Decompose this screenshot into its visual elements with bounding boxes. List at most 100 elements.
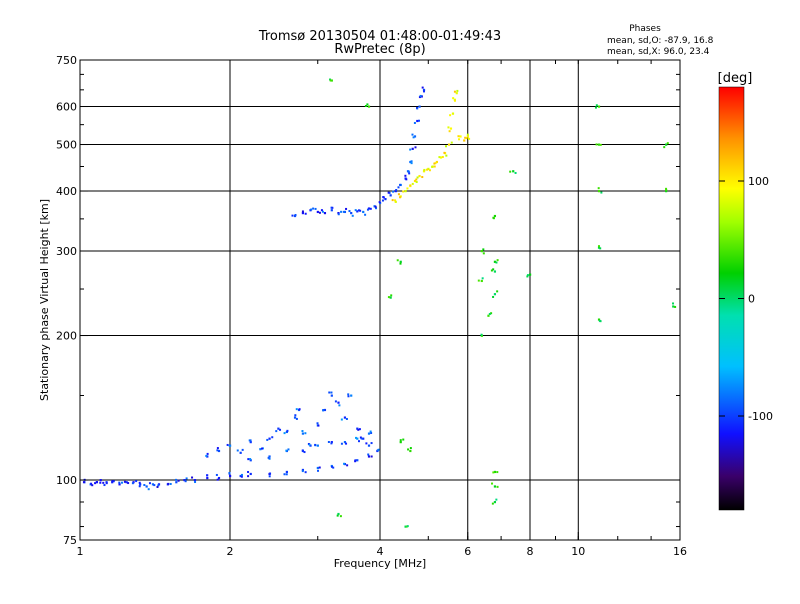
data-point (337, 512, 340, 516)
data-point (595, 143, 598, 146)
data-point (268, 455, 271, 458)
data-point (294, 414, 297, 417)
data-point (512, 170, 515, 173)
chart-subtitle: RwPretec (8p) (334, 42, 425, 57)
data-point (364, 213, 367, 216)
data-point (370, 431, 373, 434)
data-point (334, 400, 337, 403)
data-point (340, 418, 343, 421)
data-point (236, 449, 239, 452)
data-point (407, 448, 410, 451)
data-point (453, 99, 456, 102)
data-point (228, 471, 231, 474)
data-point (449, 114, 452, 117)
data-point (298, 408, 301, 411)
data-point (112, 480, 115, 483)
data-point (147, 488, 150, 491)
data-point (309, 444, 312, 447)
data-point (217, 449, 221, 453)
data-point (304, 471, 307, 474)
colorbar-ticks: 100 0 -100 (719, 175, 773, 423)
data-point (397, 193, 400, 196)
y-tick-label: 400 (56, 185, 77, 198)
data-point (321, 210, 324, 213)
data-point (529, 273, 532, 276)
data-point (249, 439, 252, 442)
data-point (301, 212, 305, 215)
data-point (206, 474, 209, 477)
data-point (496, 290, 499, 293)
data-point (317, 469, 320, 472)
data-point (376, 449, 379, 452)
data-point (356, 459, 359, 462)
data-point (151, 483, 155, 486)
data-point (495, 261, 498, 264)
data-point (597, 318, 601, 321)
phases-line-o: mean, sd,O: -87.9, 16.8 (607, 36, 714, 46)
data-point (318, 211, 321, 214)
data-point (404, 174, 407, 177)
data-point (206, 476, 209, 480)
data-point (409, 148, 412, 151)
chart-title: Tromsø 20130504 01:48:00-01:49:43 (258, 29, 501, 44)
data-point (411, 133, 414, 136)
data-point (482, 248, 485, 251)
data-point (370, 455, 373, 458)
data-point (441, 155, 444, 158)
series-e-region-spread-upper (205, 391, 373, 458)
data-point (183, 479, 186, 482)
colorbar-label: [deg] (718, 71, 753, 86)
y-tick-label: 300 (56, 245, 77, 258)
data-point (287, 448, 290, 451)
data-point (135, 480, 138, 483)
data-point (599, 247, 602, 250)
data-point (362, 210, 365, 214)
data-point (665, 187, 668, 190)
data-point (482, 252, 485, 255)
data-point (595, 104, 598, 107)
data-point (125, 481, 128, 484)
data-point (375, 207, 378, 210)
data-point (91, 484, 94, 487)
series-f-region-o-trace (291, 86, 426, 218)
data-point (410, 160, 413, 163)
data-point (330, 441, 333, 444)
data-point (389, 296, 392, 299)
data-point (422, 88, 426, 92)
data-point (493, 500, 497, 504)
data-point (409, 184, 412, 187)
data-point (421, 86, 424, 89)
data-point (347, 395, 350, 398)
data-point (291, 214, 294, 217)
data-point (367, 105, 371, 108)
data-point (94, 482, 97, 485)
data-point (175, 478, 178, 481)
data-point (138, 481, 141, 484)
data-point (90, 482, 93, 485)
data-point (357, 440, 360, 443)
data-point (447, 143, 451, 146)
data-point (399, 439, 402, 442)
data-point (301, 432, 305, 435)
data-point (367, 444, 371, 447)
data-point (597, 246, 601, 249)
data-point (406, 187, 409, 190)
data-point (275, 430, 278, 433)
data-point (339, 515, 342, 518)
data-point (369, 430, 372, 433)
data-point (123, 480, 126, 483)
data-point (206, 452, 209, 455)
data-point (127, 482, 130, 485)
data-point (346, 464, 349, 467)
y-tick-label: 750 (56, 54, 77, 67)
data-point (342, 210, 345, 213)
data-point (411, 147, 414, 150)
data-point (663, 146, 666, 149)
colorbar-tick-label: 0 (748, 293, 755, 306)
x-axis-label: Frequency [MHz] (334, 557, 426, 570)
data-point (396, 259, 399, 262)
data-point (488, 312, 491, 315)
data-point (111, 480, 114, 483)
